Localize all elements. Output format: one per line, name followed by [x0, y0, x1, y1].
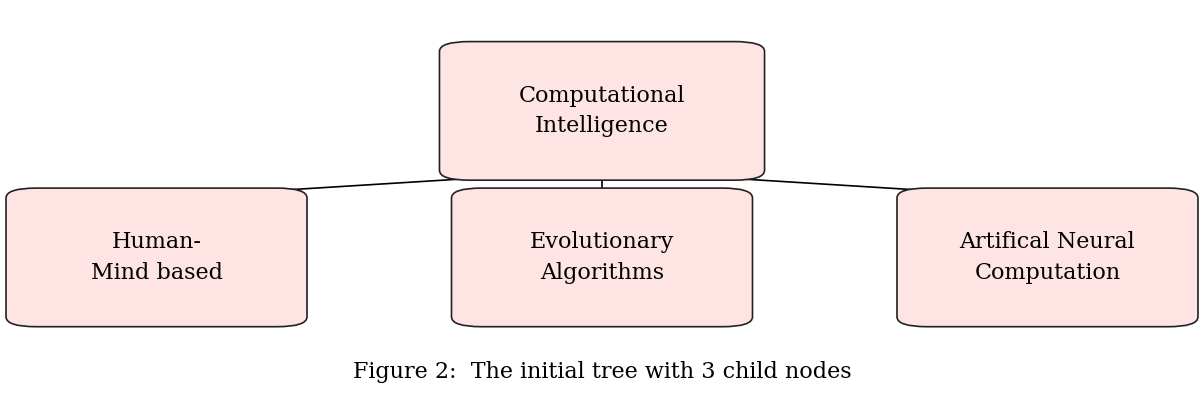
FancyBboxPatch shape: [6, 188, 307, 327]
Text: Artifical Neural
Computation: Artifical Neural Computation: [960, 231, 1135, 284]
FancyBboxPatch shape: [897, 188, 1198, 327]
FancyBboxPatch shape: [439, 42, 765, 180]
Text: Computational
Intelligence: Computational Intelligence: [519, 85, 685, 137]
FancyBboxPatch shape: [452, 188, 752, 327]
Text: Figure 2:  The initial tree with 3 child nodes: Figure 2: The initial tree with 3 child …: [353, 361, 851, 383]
Text: Human-
Mind based: Human- Mind based: [90, 231, 223, 284]
Text: Evolutionary
Algorithms: Evolutionary Algorithms: [530, 231, 674, 284]
